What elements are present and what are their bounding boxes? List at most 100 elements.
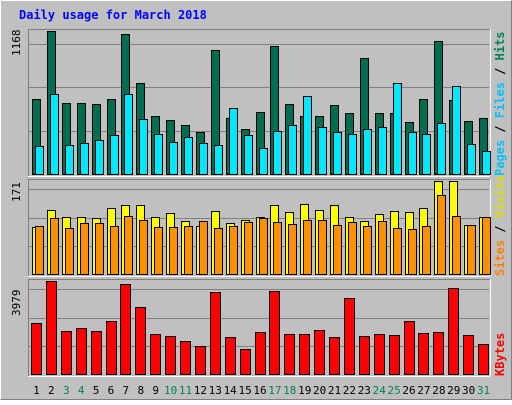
sites-bar (259, 218, 268, 275)
chart-title: Daily usage for March 2018 (19, 8, 207, 22)
files-bar (169, 142, 178, 175)
kbytes-bar (210, 292, 221, 375)
files-bar (303, 96, 312, 175)
files-bar (348, 134, 357, 175)
sites-bar (50, 218, 59, 275)
sites-bar (422, 226, 431, 275)
sites-bar (214, 228, 223, 275)
kbytes-bar (374, 334, 385, 375)
kbytes-bar (389, 335, 400, 375)
kbytes-bar (180, 341, 191, 375)
files-bar (318, 127, 327, 175)
files-bar (273, 131, 282, 175)
legend-sep-2: / (493, 60, 507, 82)
files-bar (214, 145, 223, 175)
sites-bar (273, 222, 282, 275)
x-tick-label: 13 (209, 384, 222, 397)
kbytes-bar (46, 281, 57, 375)
x-tick-label: 31 (477, 384, 490, 397)
legend-files: Files (493, 82, 507, 118)
sites-bar (452, 216, 461, 275)
sites-bar (110, 226, 119, 275)
kbytes-bar (404, 321, 415, 375)
kbytes-bar (106, 321, 117, 375)
files-bar (65, 145, 74, 175)
sites-bar (169, 227, 178, 275)
kbytes-bar (240, 349, 251, 375)
files-bar (288, 125, 297, 175)
x-tick-label: 3 (63, 384, 70, 397)
files-bar (35, 146, 44, 175)
legend-hits-panel: Pages / Files / Hits (493, 31, 507, 176)
x-tick-label: 10 (164, 384, 177, 397)
sites-bar (467, 225, 476, 275)
kbytes-bar (299, 334, 310, 375)
kbytes-bar (135, 307, 146, 375)
x-tick-label: 15 (238, 384, 251, 397)
legend-kbytes: KBytes (493, 333, 507, 376)
legend-sep-1: / (493, 118, 507, 140)
legend-pages: Pages (493, 140, 507, 176)
x-tick-label: 22 (343, 384, 356, 397)
visits-panel (28, 179, 491, 277)
files-bar (363, 129, 372, 175)
files-bar (408, 132, 417, 175)
hits-axis-max-label: 1168 (10, 30, 23, 57)
sites-bar (363, 226, 372, 275)
x-tick-label: 18 (283, 384, 296, 397)
legend-visits: Visits (493, 175, 507, 218)
legend-hits: Hits (493, 31, 507, 60)
files-bar (467, 144, 476, 175)
kbytes-bar (269, 291, 280, 375)
kbytes-bar (91, 331, 102, 375)
x-tick-label: 1 (33, 384, 40, 397)
files-bar (50, 94, 59, 175)
files-bar (437, 123, 446, 175)
kbytes-bar (284, 334, 295, 375)
files-bar (154, 134, 163, 175)
files-bar (184, 137, 193, 175)
files-bar (452, 86, 461, 175)
x-tick-label: 14 (224, 384, 238, 397)
kbytes-bar (418, 333, 429, 375)
x-tick-label: 7 (123, 384, 130, 397)
sites-bar (393, 228, 402, 275)
x-tick-label: 24 (373, 384, 387, 397)
sites-bar (408, 229, 417, 275)
kbytes-bar (314, 330, 325, 375)
legend-visits-panel: Sites / Visits (493, 175, 507, 276)
kbytes-bar (76, 328, 87, 375)
legend-sites: Sites (493, 240, 507, 276)
x-tick-label: 16 (253, 384, 266, 397)
sites-bar (348, 222, 357, 275)
sites-bar (378, 221, 387, 275)
kbytes-axis-max-label: 3979 (10, 290, 23, 317)
kbytes-bar (463, 335, 474, 375)
x-tick-label: 9 (152, 384, 159, 397)
x-tick-label: 26 (402, 384, 415, 397)
sites-bar (199, 221, 208, 275)
files-bar (110, 135, 119, 175)
kbytes-bar (61, 331, 72, 375)
sites-bar (184, 226, 193, 275)
files-bar (378, 127, 387, 175)
x-tick-label: 30 (462, 384, 475, 397)
sites-bar (244, 222, 253, 275)
x-tick-label: 2 (48, 384, 55, 397)
sites-bar (65, 228, 74, 275)
sites-bar (482, 217, 491, 275)
sites-bar (318, 220, 327, 275)
svg-text:Sites / Visits: Sites / Visits (493, 175, 507, 276)
svg-text:Pages / Files / Hits: Pages / Files / Hits (493, 31, 507, 176)
sites-bar (229, 226, 238, 275)
x-tick-label: 12 (194, 384, 207, 397)
sites-bar (95, 223, 104, 275)
x-tick-label: 8 (137, 384, 144, 397)
kbytes-bar (165, 336, 176, 375)
files-bar (393, 83, 402, 175)
sites-bar (124, 216, 133, 275)
x-tick-label: 5 (93, 384, 100, 397)
x-tick-label: 17 (268, 384, 281, 397)
sites-bar (139, 220, 148, 275)
kbytes-panel (28, 279, 491, 377)
